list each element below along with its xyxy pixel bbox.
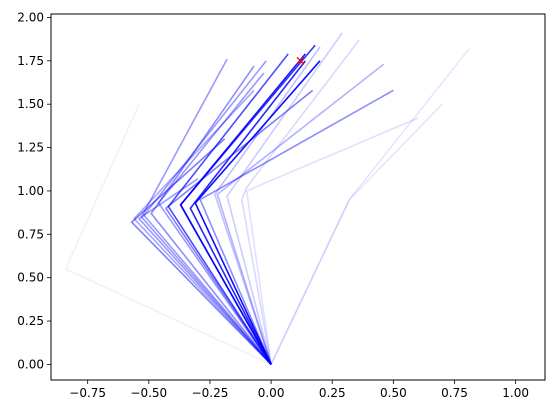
- arm-configuration-line-9: [199, 89, 394, 365]
- arm-configuration-line-3: [270, 103, 443, 365]
- arm-configuration-line-11: [138, 178, 272, 365]
- arm-configuration-line-18: [167, 53, 289, 365]
- y-tick-label: 1.50: [17, 97, 44, 111]
- x-tick-label: 1.00: [502, 386, 529, 400]
- x-tick-label: −0.50: [130, 386, 167, 400]
- arm-configuration-line-4: [240, 39, 360, 365]
- series-layer: [64, 32, 470, 366]
- arm-configuration-line-1: [64, 103, 272, 366]
- target-marker: [296, 56, 305, 65]
- x-tick-label: −0.25: [192, 386, 229, 400]
- arm-configuration-line-14: [143, 60, 272, 365]
- arm-configuration-line-7: [216, 63, 385, 365]
- y-tick-label: 2.00: [17, 10, 44, 24]
- y-axis: 0.00 0.25 0.50 0.75 1.00 1.25 1.50 1.75 2.00: [17, 10, 51, 371]
- arm-configuration-line-10: [130, 138, 272, 365]
- y-tick-label: 1.00: [17, 184, 44, 198]
- arm-configuration-line-12: [133, 89, 272, 365]
- arm-configuration-line-21: [179, 53, 306, 365]
- y-tick-label: 0.25: [17, 314, 44, 328]
- arm-configuration-line-16: [157, 72, 272, 365]
- arm-configuration-line-20: [189, 60, 306, 365]
- plot-frame: [50, 13, 546, 381]
- x-tick-label: 0.00: [258, 386, 285, 400]
- arm-configuration-line-17: [165, 89, 314, 365]
- arm-configuration-line-8: [214, 46, 321, 365]
- x-tick-label: 0.50: [380, 386, 407, 400]
- arm-configuration-line-13: [140, 58, 272, 365]
- arm-configuration-line-5: [245, 117, 419, 365]
- x-axis: −0.75 −0.50 −0.25 0.00 0.25 0.50 0.75 1.00: [69, 380, 529, 400]
- arm-configuration-line-6: [226, 32, 343, 365]
- arm-configuration-line-15: [150, 65, 272, 365]
- y-tick-label: 0.50: [17, 271, 44, 285]
- x-tick-label: 0.25: [319, 386, 346, 400]
- y-tick-label: 1.75: [17, 54, 44, 68]
- x-tick-label: −0.75: [69, 386, 106, 400]
- arm-configuration-line-22: [194, 60, 321, 365]
- y-tick-label: 1.25: [17, 141, 44, 155]
- y-tick-label: 0.00: [17, 357, 44, 371]
- arm-configuration-line-2: [270, 48, 470, 365]
- target-layer: [296, 56, 305, 65]
- y-tick-label: 0.75: [17, 227, 44, 241]
- x-tick-label: 0.75: [441, 386, 468, 400]
